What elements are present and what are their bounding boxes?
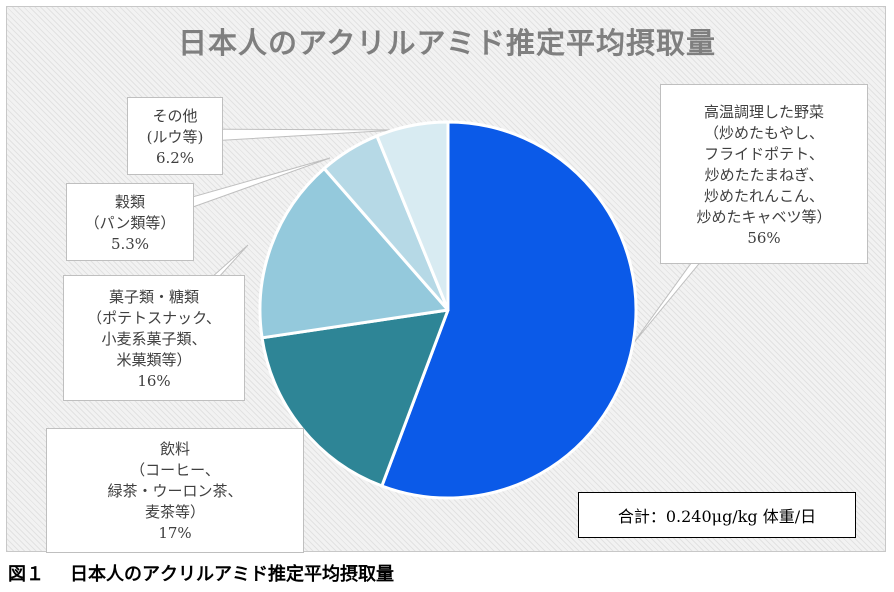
callout-label-line: (ルウ等) [146,127,204,146]
callout-label-line: フライドポテト、 [704,144,824,163]
callout-other: その他 (ルウ等) 6.2% [127,97,223,175]
callout-label-line: 炒めたキャベツ等） [696,207,832,226]
chart-title: 日本人のアクリルアミド推定平均摂取量 [178,26,716,60]
callout-label-line: 炒めたれんこん、 [703,186,824,205]
callout-label-line: （パン類等） [84,213,176,232]
pie-slice-confectionery-sugars [258,167,450,340]
callout-label-line: 緑茶・ウーロン茶、 [107,482,243,500]
pie-slice-heated-vegetables [380,120,638,500]
callout-label-line: 菓子類・糖類 [108,287,199,306]
callout-label-line: （ポテトスナック、 [87,308,221,327]
figure-number: 図１ [8,564,44,585]
data-label-percent: 6.2% [155,148,195,167]
pie-slice-other [375,120,450,312]
data-label-percent: 16% [137,371,171,390]
callout-label-line: 炒めたたまねぎ、 [704,165,824,184]
callout-label-line: 高温調理した野菜 [703,102,824,121]
callout-label-line: 米菓類等） [116,350,192,369]
callout-label-line: （炒めたもやし、 [703,123,824,142]
data-label-percent: 5.3% [110,234,150,253]
total-intake-note: 合計：0.240μg/kg 体重/日 [578,492,856,538]
figure-caption: 図１ 日本人のアクリルアミド推定平均摂取量 [8,560,394,586]
callout-label-line: 穀類 [114,192,145,211]
callout-grains: 穀類 （パン類等） 5.3% [66,183,194,261]
callout-label-line: 飲料 [159,440,190,458]
callout-heated-vegetables: 高温調理した野菜 （炒めたもやし、 フライドポテト、 炒めたたまねぎ、 炒めたれんこん、… [660,84,868,264]
data-label-percent: 17% [158,524,192,542]
figure-caption-text: 日本人のアクリルアミド推定平均摂取量 [70,564,394,585]
callout-label-line: 麦茶等） [144,503,205,521]
callout-confectionery-sugars: 菓子類・糖類 （ポテトスナック、 小麦系菓子類、 米菓類等） 16% [63,275,245,401]
callout-label-line: 小麦系菓子類、 [101,329,207,348]
data-label-percent: 56% [747,228,781,247]
callout-beverages: 飲料 （コーヒー、緑茶・ウーロン茶、 麦茶等） 17% [46,428,304,553]
callout-label-line: （コーヒー、 [130,461,220,479]
callout-label-line: その他 [152,106,198,125]
